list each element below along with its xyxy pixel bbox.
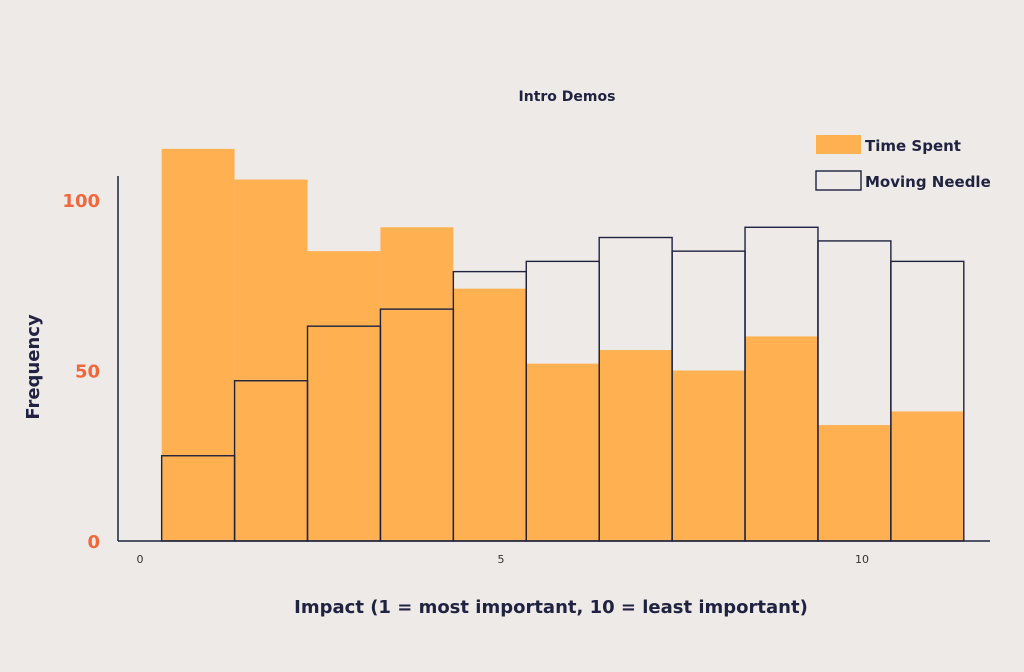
y-tick-label: 100	[62, 191, 100, 212]
time-spent-bar	[526, 363, 600, 541]
x-tick-label: 0	[137, 553, 144, 566]
y-tick-label: 0	[87, 532, 100, 553]
tick-labels: 0 50 100 0 5 10	[62, 191, 869, 566]
x-tick-label: 5	[498, 553, 505, 566]
legend-swatch-time-spent	[816, 135, 861, 154]
time-spent-bar	[890, 411, 964, 541]
legend-swatch-moving-needle	[815, 170, 862, 191]
time-spent-bar	[307, 251, 381, 541]
time-spent-bar	[161, 148, 235, 541]
time-spent-bar	[817, 425, 891, 541]
time-spent-bar	[234, 179, 308, 542]
time-spent-bar	[453, 288, 527, 541]
time-spent-bars	[161, 148, 964, 542]
legend: Time Spent Moving Needle	[815, 135, 991, 191]
time-spent-bar	[672, 370, 746, 541]
axes	[117, 176, 990, 542]
time-spent-bar	[745, 336, 818, 541]
x-axis-label: Impact (1 = most important, 10 = least i…	[294, 597, 808, 618]
y-axis-label: Frequency	[23, 314, 44, 420]
legend-label-moving-needle: Moving Needle	[865, 173, 991, 191]
legend-label-time-spent: Time Spent	[865, 137, 961, 155]
y-tick-label: 50	[75, 362, 100, 383]
chart-title: Intro Demos	[519, 89, 616, 105]
x-tick-label: 10	[855, 553, 869, 566]
time-spent-bar	[599, 350, 673, 541]
time-spent-bar	[380, 227, 454, 541]
